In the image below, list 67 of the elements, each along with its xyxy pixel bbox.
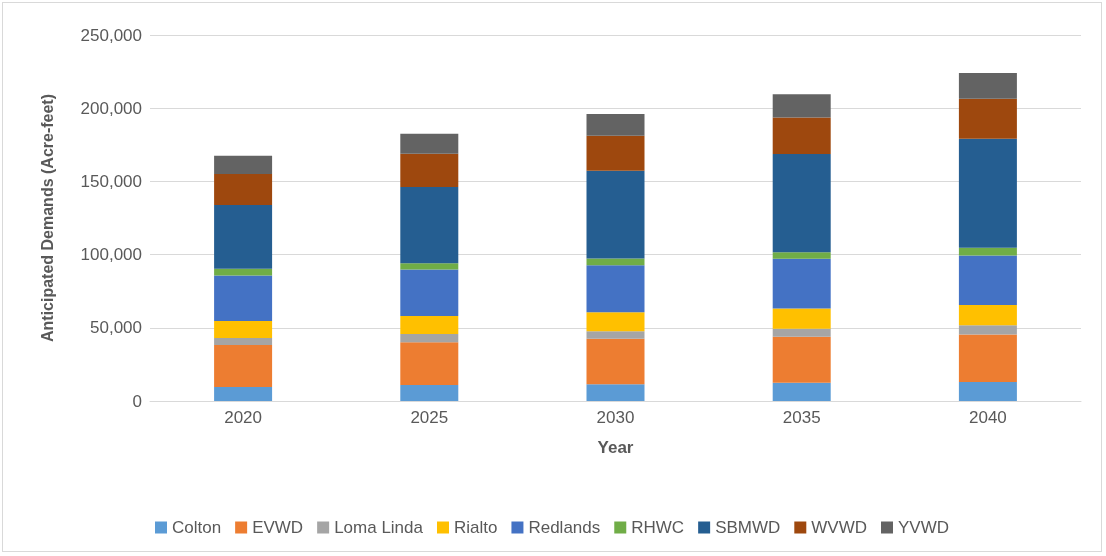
- bar: [400, 186, 459, 264]
- bar: [586, 338, 645, 385]
- bar: [586, 384, 645, 401]
- y-tick-label: 50,000: [90, 318, 142, 338]
- bar: [214, 275, 273, 322]
- bar: [772, 252, 831, 259]
- bar: [400, 385, 459, 401]
- bar: [214, 387, 273, 401]
- y-tick-label: 150,000: [80, 171, 142, 191]
- bar: [586, 114, 645, 136]
- legend-label: Rialto: [453, 518, 498, 537]
- bar: [214, 338, 273, 346]
- y-tick-label: 100,000: [80, 245, 142, 265]
- bar: [400, 133, 459, 154]
- bar: [586, 170, 645, 259]
- bar: [400, 263, 459, 270]
- bar: [214, 268, 273, 276]
- bar: [214, 321, 273, 339]
- bar: [214, 204, 273, 269]
- bar: [958, 98, 1017, 139]
- x-tick-label: 2035: [782, 408, 821, 427]
- y-tick-label: 0: [132, 391, 142, 411]
- bar: [400, 334, 459, 343]
- bar: [214, 173, 273, 205]
- x-tick-label: 2020: [224, 408, 263, 427]
- bar: [586, 135, 645, 171]
- legend-label: Colton: [171, 518, 222, 537]
- bar: [772, 258, 831, 309]
- bar: [214, 345, 273, 388]
- bar: [958, 138, 1017, 248]
- legend-label: Redlands: [528, 518, 601, 537]
- legend-label: EVWD: [252, 518, 304, 537]
- bar: [958, 305, 1017, 326]
- x-tick-label: 2040: [968, 408, 1007, 427]
- bar: [586, 331, 645, 339]
- bar: [586, 265, 645, 313]
- bar: [958, 325, 1017, 335]
- bar: [400, 269, 459, 317]
- bar: [958, 255, 1017, 306]
- bar: [772, 117, 831, 155]
- bar: [958, 334, 1017, 382]
- bar: [586, 258, 645, 266]
- bar: [400, 153, 459, 187]
- bar: [772, 94, 831, 118]
- bar: [772, 328, 831, 337]
- bar: [400, 342, 459, 386]
- legend-label: YVWD: [898, 518, 950, 537]
- legend-label: RHWC: [631, 518, 685, 537]
- bar: [772, 154, 831, 253]
- legend-label: Loma Linda: [334, 518, 424, 537]
- legend-label: SBMWD: [715, 518, 781, 537]
- bar: [958, 247, 1017, 256]
- bar: [958, 73, 1017, 99]
- bar: [586, 312, 645, 332]
- y-tick-label: 200,000: [80, 98, 142, 118]
- bar: [214, 155, 273, 174]
- x-tick-label: 2030: [596, 408, 635, 427]
- y-axis-title: Anticipated Demands (Acre-feet): [38, 93, 56, 343]
- y-tick-label: 250,000: [80, 25, 142, 45]
- x-tick-label: 2025: [410, 408, 449, 427]
- bar: [772, 336, 831, 383]
- bar: [772, 308, 831, 329]
- x-axis-title: Year: [597, 438, 634, 457]
- bar: [400, 316, 459, 335]
- bar: [772, 382, 831, 401]
- legend-label: WVWD: [811, 518, 868, 537]
- bar: [958, 381, 1017, 401]
